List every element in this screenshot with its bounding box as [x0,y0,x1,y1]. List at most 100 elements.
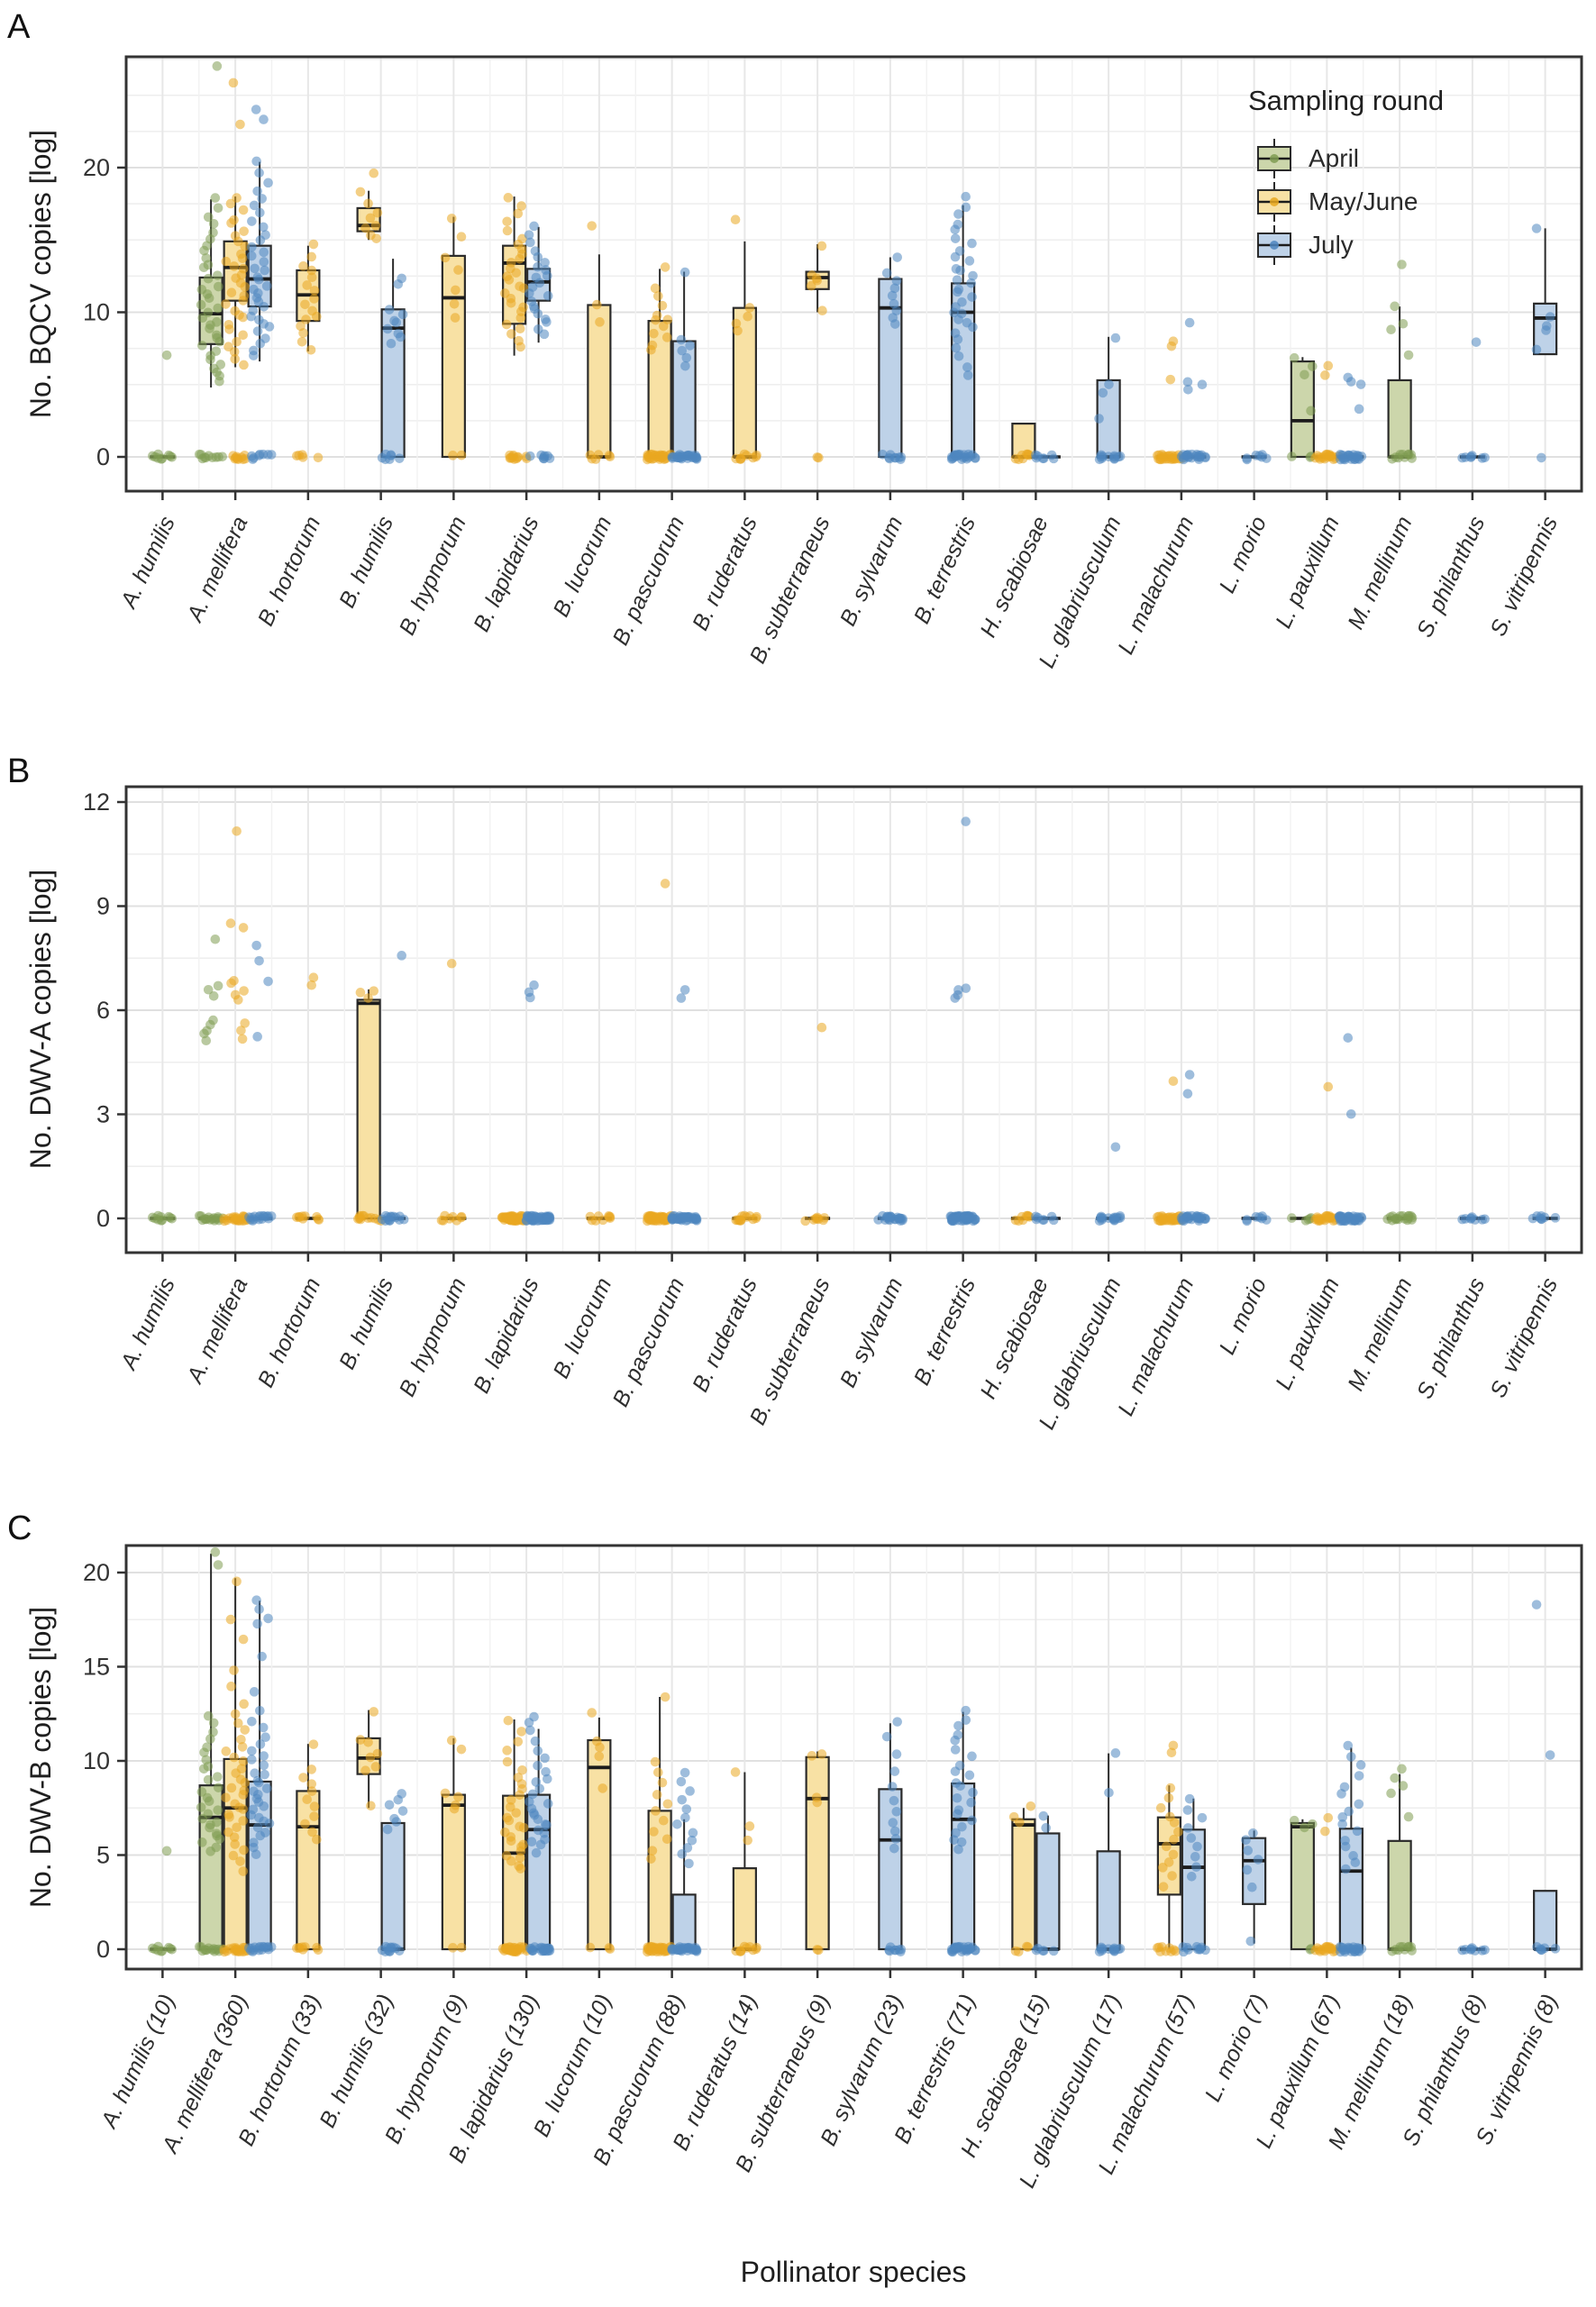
jitter-point [213,270,223,280]
jitter-point [964,256,975,266]
jitter-point [436,1215,447,1226]
jitter-point [731,318,742,329]
legend-glyph-point [1270,197,1279,206]
jitter-point [650,283,661,294]
jitter-point [247,216,257,226]
jitter-point [597,1783,608,1793]
jitter-point [516,201,526,211]
jitter-point [1183,1823,1193,1833]
jitter-point [533,1814,543,1825]
panel-letter-b: B [7,752,30,790]
species-tick-label: L. morio [1215,513,1272,597]
jitter-point [950,1735,961,1746]
jitter-point [812,452,823,462]
jitter-point [255,1705,265,1716]
jitter-point [209,1947,220,1956]
jitter-point [239,1699,249,1710]
jitter-point [595,317,605,327]
jitter-point [297,450,307,460]
jitter-point [533,1746,543,1756]
jitter-point [161,1846,172,1856]
jitter-point [260,1769,269,1780]
jitter-point [1343,1033,1354,1043]
jitter-point [533,252,543,262]
jitter-point [657,1777,668,1788]
species-tick-label: A. humilis [115,513,180,614]
jitter-point [661,1834,672,1845]
jitter-point [1155,1802,1166,1813]
jitter-point [1337,1819,1347,1829]
jitter-point [950,224,961,235]
boxplot-box [587,304,612,459]
panel-border [124,1544,1583,1971]
jitter-point [230,1709,241,1719]
jitter-point [197,313,208,324]
jitter-point [950,233,961,243]
jitter-point [369,168,379,178]
jitter-point [204,293,214,304]
jitter-point [1155,454,1165,465]
jitter-point [1343,1740,1354,1751]
jitter-point [595,1742,605,1753]
jitter-point [961,983,971,993]
jitter-point [878,449,888,460]
jitter-point [658,1212,668,1223]
species-tick-label: M. mellinum [1343,1274,1417,1395]
jitter-point [1545,312,1555,322]
jitter-point [542,1774,552,1784]
jitter-point [238,205,249,215]
jitter-point [312,311,322,322]
jitter-point [1253,1855,1263,1865]
jitter-point [649,328,659,339]
jitter-point [652,1767,663,1778]
jitter-point [887,1782,898,1792]
jitter-point [506,1212,516,1222]
jitter-point [1397,1764,1407,1774]
jitter-point [229,1665,239,1675]
jitter-point [203,273,214,284]
jitter-point [1324,1212,1335,1223]
jitter-point [506,1795,516,1805]
jitter-point [214,1834,225,1844]
jitter-point [229,347,240,357]
jitter-point [1300,1822,1309,1833]
jitter-point [217,451,228,462]
jitter-point [370,221,381,231]
jitter-point [205,324,214,333]
jitter-point [890,1834,901,1844]
jitter-point [953,1720,963,1731]
species-tick-label: B. pascuorum [607,1274,689,1411]
jitter-point [221,1792,231,1803]
jitter-point [817,305,827,316]
jitter-point [1345,1108,1356,1119]
jitter-point [968,270,978,281]
jitter-point [898,1215,907,1226]
jitter-point [1184,1793,1195,1804]
legend-item-july: July [1257,225,1354,265]
jitter-point [255,235,266,245]
jitter-point [312,1834,322,1845]
jitter-point [533,261,543,272]
jitter-point [1023,449,1034,460]
jitter-point [205,1847,215,1856]
jitter-point [1041,1823,1051,1833]
jitter-point [1257,1211,1267,1221]
jitter-point [812,1797,823,1808]
jitter-point [957,1821,967,1832]
jitter-point [1289,1815,1300,1826]
jitter-point [397,309,408,320]
jitter-point [505,453,515,463]
jitter-point [213,1772,223,1782]
jitter-point [590,1216,601,1226]
jitter-point [213,303,223,314]
y-tick-label: 15 [83,1654,110,1681]
jitter-point [1096,1944,1106,1954]
jitter-point [1163,1792,1174,1803]
jitter-point [235,1856,245,1866]
legend-title: Sampling round [1248,85,1444,116]
jitter-point [672,1819,682,1829]
jitter-point [515,313,526,324]
jitter-point [587,1708,597,1718]
jitter-point [506,329,516,339]
